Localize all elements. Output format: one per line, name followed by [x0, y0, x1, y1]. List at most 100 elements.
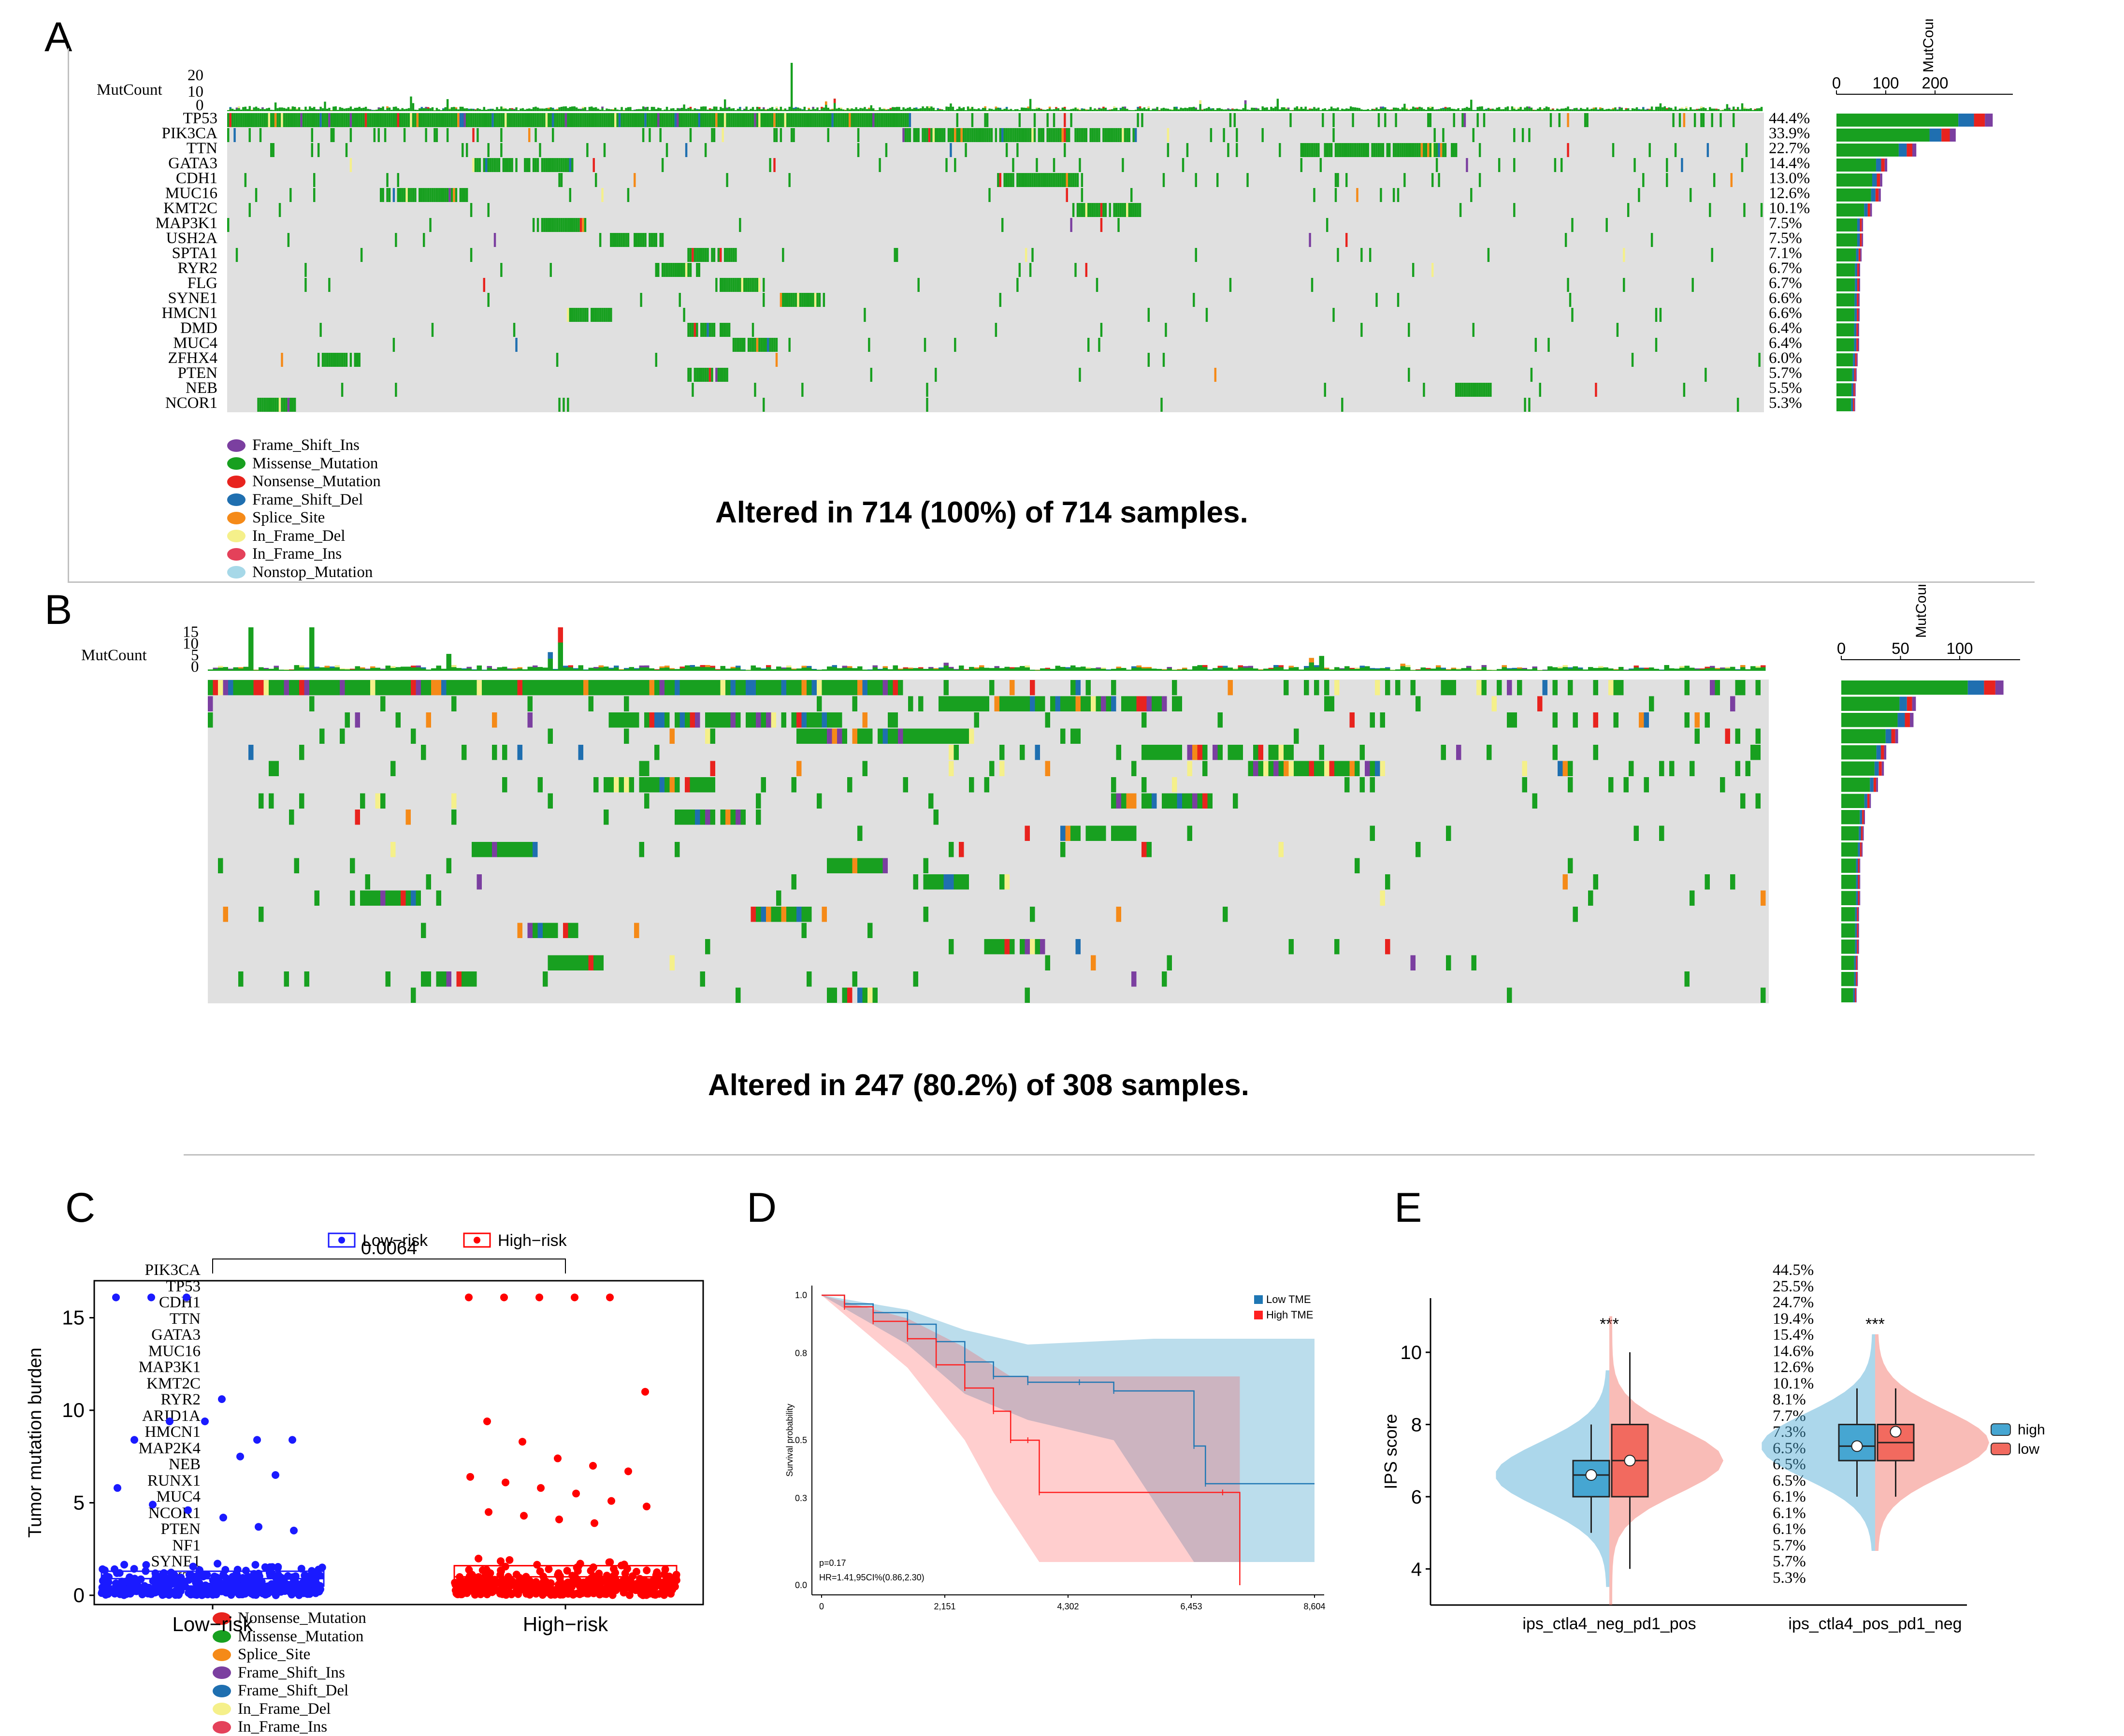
- gene-percent: 25.5%: [1773, 1277, 1814, 1295]
- gene-label: TP53: [183, 110, 217, 127]
- mutation-cell: [1395, 113, 1397, 127]
- mutcount-bar: [711, 109, 713, 111]
- mutcount-bar: [1126, 669, 1131, 671]
- mutcount-bar: [1552, 667, 1558, 671]
- mutcount-bar: [878, 668, 883, 671]
- mutation-cell: [543, 923, 548, 938]
- mutation-cell: [1025, 987, 1030, 1003]
- mutation-cell: [717, 368, 720, 382]
- mutcount-bar-segment: [586, 110, 589, 111]
- mutation-cell: [592, 308, 595, 322]
- mutcount-bar: [1441, 667, 1446, 671]
- mutation-cell: [796, 712, 802, 728]
- mutation-cell: [376, 113, 378, 127]
- mutation-cell: [465, 113, 468, 127]
- mutcount-bar: [654, 669, 660, 671]
- mutation-cell: [330, 353, 333, 367]
- mutation-cell: [1064, 128, 1066, 142]
- side-bar-segment: [1841, 858, 1856, 873]
- mutation-cell: [1115, 203, 1118, 217]
- mutation-cell: [607, 113, 610, 127]
- mutcount-bar-segment: [1528, 106, 1531, 108]
- mutation-cell: [902, 113, 905, 127]
- mutcount-bar-segment: [1616, 109, 1619, 110]
- mutcount-bar-segment: [1502, 665, 1507, 667]
- mutcount-bar: [1272, 108, 1275, 111]
- mutation-cell: [341, 113, 344, 127]
- side-bar-segment: [1836, 144, 1899, 157]
- panel-c-outlier-point: [554, 1454, 562, 1462]
- mutation-cell: [492, 712, 497, 728]
- mutation-cell: [500, 143, 503, 157]
- side-bar-segment: [1841, 810, 1860, 825]
- mutation-cell: [900, 113, 903, 127]
- mutation-cell: [711, 113, 713, 127]
- mutation-cell: [317, 143, 320, 157]
- mutcount-bar: [1752, 110, 1754, 111]
- mutation-cell: [949, 728, 954, 744]
- side-bar-segment: [1853, 383, 1855, 396]
- panel-c-point: [496, 1557, 505, 1565]
- mutcount-bar: [1416, 669, 1421, 671]
- mutation-cell: [1070, 218, 1072, 232]
- mutation-cell: [487, 113, 490, 127]
- mutation-cell: [512, 680, 518, 695]
- mutation-cell: [1027, 128, 1029, 142]
- mutation-cell: [829, 113, 832, 127]
- panel-c-outlier-point: [500, 1293, 508, 1302]
- mutcount-bar-segment: [345, 668, 350, 670]
- mutation-cell: [1124, 203, 1127, 217]
- mutation-cell: [751, 680, 756, 695]
- mutation-cell: [950, 143, 952, 157]
- panel-c-point: [170, 1571, 178, 1579]
- mutcount-bar: [743, 108, 746, 111]
- mutation-cell: [459, 113, 462, 127]
- mutation-cell: [1319, 761, 1324, 776]
- mutation-cell: [250, 113, 253, 127]
- mutation-cell: [1072, 203, 1075, 217]
- mutcount-bar: [1517, 107, 1520, 111]
- mutation-cell: [603, 308, 606, 322]
- mutation-cell: [614, 712, 619, 728]
- mutation-cell: [1478, 383, 1481, 397]
- mutation-cell: [984, 128, 986, 142]
- mutation-cell: [1081, 696, 1086, 711]
- mutcount-bar: [508, 108, 511, 111]
- mutcount-bar: [1758, 108, 1761, 111]
- mutation-cell: [244, 113, 247, 127]
- mutation-cell: [782, 248, 784, 262]
- mutcount-bar: [1119, 108, 1122, 111]
- mutation-cell: [610, 233, 612, 247]
- panel-c-point: [185, 1576, 193, 1584]
- mutcount-bar-segment: [551, 108, 554, 109]
- mutation-cell: [313, 173, 316, 187]
- mutation-cell: [1021, 173, 1023, 187]
- mutation-cell: [487, 293, 490, 307]
- mutcount-bar: [680, 108, 683, 111]
- mutcount-bar: [261, 107, 264, 111]
- mutcount-bar: [1274, 106, 1277, 111]
- mutation-cell: [1329, 696, 1334, 711]
- panel-d-y-tick-label: 1.0: [795, 1290, 807, 1300]
- mutation-cell: [1111, 128, 1113, 142]
- mutation-cell: [1046, 113, 1049, 127]
- legend-label: Nonstop_Mutation: [252, 563, 373, 581]
- mutation-cell: [722, 113, 724, 127]
- gene-label: MUC16: [148, 1342, 201, 1360]
- mutation-cell: [1375, 143, 1378, 157]
- mutation-cell: [584, 308, 587, 322]
- mutcount-bar: [317, 109, 320, 111]
- mutation-cell: [1457, 383, 1459, 397]
- mutation-cell: [248, 203, 251, 217]
- mutation-cell: [1332, 128, 1335, 142]
- mutcount-bar: [1085, 109, 1087, 111]
- mutation-cell: [487, 842, 492, 857]
- mutation-cell: [442, 113, 445, 127]
- mutation-cell: [388, 188, 391, 202]
- mutation-cell: [579, 113, 582, 127]
- mutcount-bar-segment: [235, 107, 238, 109]
- mutcount-bar: [1537, 669, 1543, 671]
- mutcount-bar: [868, 107, 870, 111]
- mutation-cell: [801, 113, 804, 127]
- mutation-cell: [1192, 793, 1198, 809]
